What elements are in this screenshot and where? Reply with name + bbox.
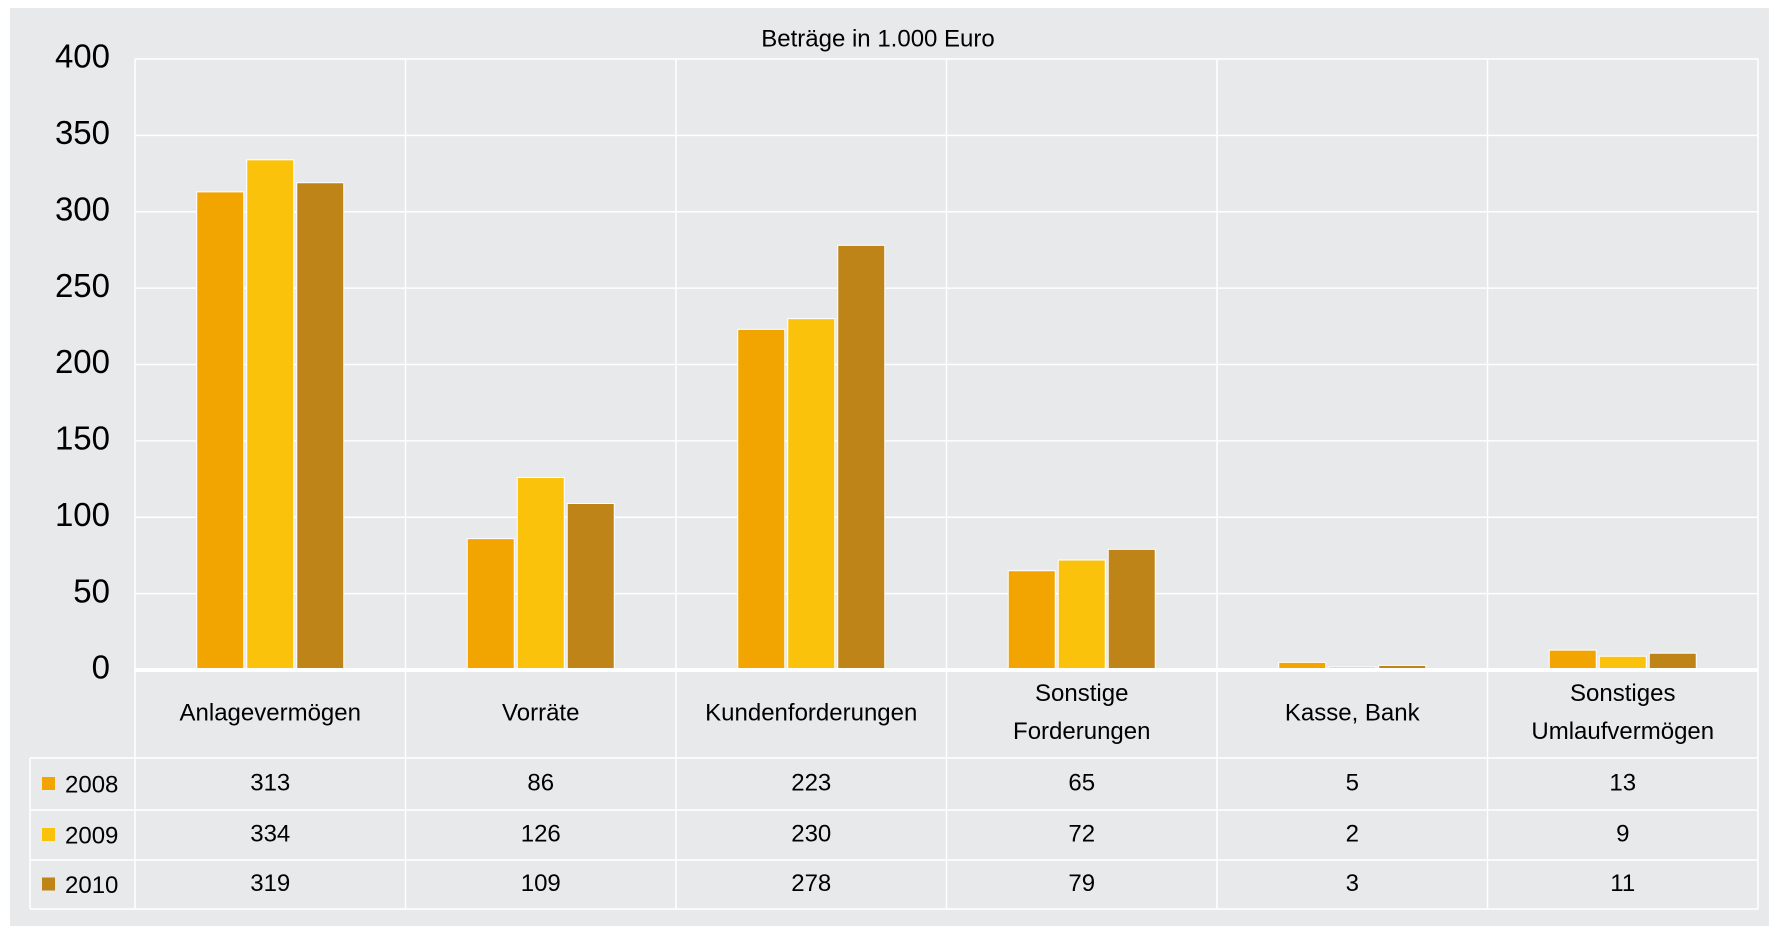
bar	[466, 538, 515, 671]
table-value: 86	[527, 769, 554, 796]
legend-label: 2009	[65, 822, 118, 849]
x-tick-label: Vorräte	[502, 699, 579, 726]
chart-title: Beträge in 1.000 Euro	[761, 25, 995, 52]
y-tick-label: 200	[55, 343, 110, 380]
bar	[516, 477, 565, 671]
table-value: 9	[1616, 820, 1629, 847]
x-tick-label: Sonstige Forderungen	[1013, 680, 1150, 745]
table-value: 313	[250, 769, 290, 796]
x-tick-label: Anlagevermögen	[180, 699, 361, 726]
table-value: 319	[250, 870, 290, 897]
bar	[1057, 559, 1106, 671]
table-value: 13	[1609, 769, 1636, 796]
table-value: 278	[791, 870, 831, 897]
bar	[787, 318, 836, 671]
table-value: 65	[1068, 769, 1095, 796]
table-value: 230	[791, 820, 831, 847]
x-tick-label: Kundenforderungen	[705, 699, 917, 726]
bar	[1007, 570, 1056, 671]
legend-label: 2008	[65, 771, 118, 798]
bar	[1548, 649, 1597, 671]
legend-swatch	[42, 777, 55, 790]
y-tick-label: 150	[55, 420, 110, 457]
table-value: 334	[250, 820, 290, 847]
y-tick-label: 400	[55, 38, 110, 75]
table-value: 223	[791, 769, 831, 796]
legend-label: 2010	[65, 872, 118, 899]
table-value: 109	[521, 870, 561, 897]
table-value: 11	[1610, 870, 1635, 897]
bar	[1107, 548, 1156, 671]
table-value: 79	[1068, 870, 1095, 897]
y-tick-label: 0	[92, 649, 110, 686]
x-tick-label: Sonstiges Umlaufvermögen	[1531, 680, 1714, 745]
bar	[837, 244, 886, 671]
legend-swatch	[42, 877, 55, 891]
table-value: 2	[1346, 820, 1359, 847]
y-tick-label: 100	[55, 496, 110, 533]
y-tick-label: 300	[55, 190, 110, 227]
table-value: 3	[1346, 870, 1359, 897]
legend-swatch	[42, 828, 55, 841]
y-tick-label: 350	[55, 114, 110, 151]
bar	[196, 191, 245, 671]
bar	[737, 328, 786, 671]
table-value: 72	[1068, 820, 1095, 847]
bar	[1598, 655, 1647, 671]
x-tick-label: Kasse, Bank	[1285, 699, 1421, 726]
bar	[1648, 652, 1697, 671]
table-value: 126	[521, 820, 561, 847]
bar	[246, 159, 295, 671]
bar	[296, 182, 345, 671]
table-value: 5	[1346, 769, 1359, 796]
y-tick-label: 50	[73, 572, 110, 609]
y-tick-label: 250	[55, 267, 110, 304]
bar	[566, 503, 615, 671]
